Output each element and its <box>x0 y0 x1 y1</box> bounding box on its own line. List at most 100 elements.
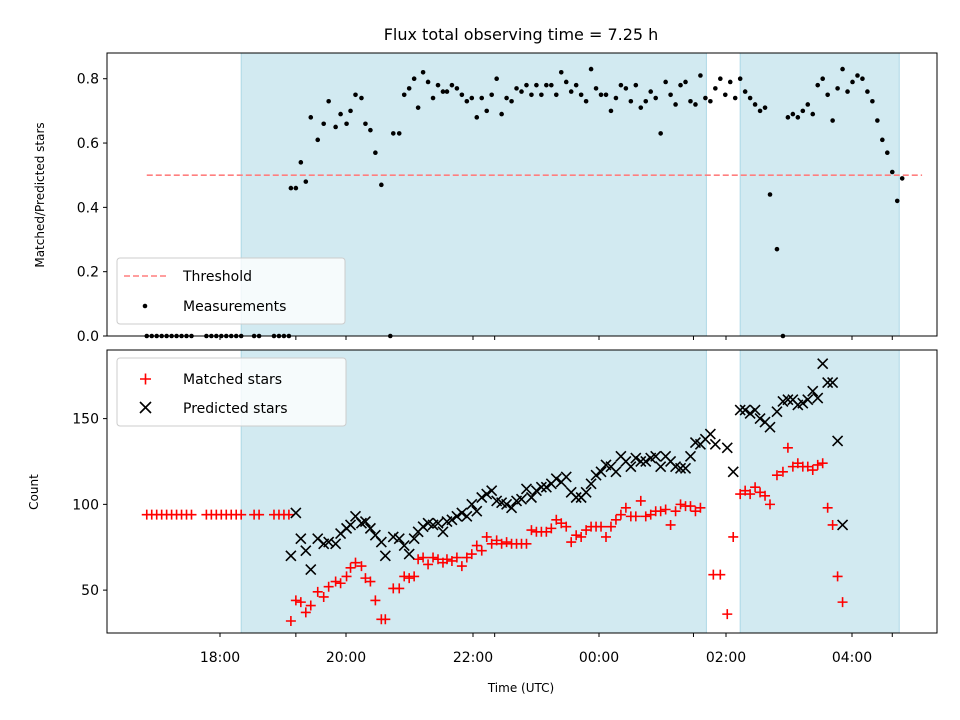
measurements-point <box>315 137 321 143</box>
matched-stars-point <box>722 609 733 620</box>
measurements-point <box>333 124 338 130</box>
predicted-stars-point <box>486 485 498 497</box>
predicted-stars-point <box>505 502 518 514</box>
top-ytick-label: 0.0 <box>77 329 99 345</box>
bottom-shaded-interval <box>739 349 900 634</box>
measurements-point <box>894 198 900 204</box>
predicted-stars-point <box>515 493 528 505</box>
matched-stars-point <box>370 595 381 606</box>
top-ytick-label: 0.8 <box>77 72 99 88</box>
xtick-label: 02:00 <box>706 650 746 666</box>
matched-stars-point <box>404 573 415 584</box>
predicted-stars-point <box>461 510 473 522</box>
predicted-stars-point <box>595 466 607 478</box>
measurements-point <box>544 82 549 88</box>
measurements-point <box>683 79 688 85</box>
matched-stars-point <box>605 521 616 532</box>
matched-stars-point <box>782 442 793 453</box>
matched-stars-point <box>330 576 341 587</box>
measurements-point <box>889 169 895 175</box>
measurements-point <box>444 89 450 94</box>
matched-stars-point <box>236 509 247 520</box>
measurements-point <box>484 108 490 114</box>
measurements-point <box>757 108 763 114</box>
predicted-stars-point <box>570 491 582 504</box>
measurements-point <box>845 89 850 94</box>
predicted-stars-point <box>456 507 468 519</box>
predicted-stars-point <box>679 462 692 474</box>
matched-stars-point <box>409 571 420 582</box>
xtick-label: 20:00 <box>326 650 366 666</box>
measurements-point <box>401 92 407 98</box>
predicted-stars-point <box>704 428 716 440</box>
matched-stars-point <box>413 554 424 565</box>
measurements-point <box>850 79 855 85</box>
measurements-point <box>558 69 564 75</box>
matched-stars-point <box>576 531 587 542</box>
measurements-point <box>795 115 801 120</box>
bottom-legend: Matched stars Predicted stars <box>116 357 347 427</box>
matched-legend-label: Matched stars <box>183 372 282 388</box>
predicted-stars-point <box>525 491 538 504</box>
bottom-ytick-label: 150 <box>72 412 99 428</box>
measurements-point <box>425 79 431 85</box>
predicted-stars-point <box>540 481 552 493</box>
measurements-point <box>539 92 544 98</box>
matched-stars-point <box>817 458 828 469</box>
matched-stars-point <box>600 531 611 542</box>
measurements-point <box>820 76 825 82</box>
matched-stars-point <box>341 571 352 582</box>
measurements-point <box>880 137 885 143</box>
predicted-stars-point <box>655 461 667 473</box>
predicted-stars-point <box>359 515 372 528</box>
measurements-point <box>298 160 304 165</box>
matched-stars-point <box>670 506 681 517</box>
measurements-point <box>379 182 384 188</box>
matched-stars-point <box>300 607 311 618</box>
predicted-stars-point <box>635 455 647 468</box>
matched-stars-point <box>660 504 671 515</box>
top-ytick-label: 0.4 <box>77 200 99 216</box>
matched-stars-point <box>728 531 739 542</box>
matched-stars-point <box>501 537 512 548</box>
matched-stars-point <box>254 509 265 520</box>
matched-stars-point <box>365 576 376 587</box>
matched-stars-point <box>620 502 631 513</box>
measurements-point <box>494 76 499 82</box>
measurements-point <box>643 98 649 104</box>
top-ytick-label: 0.6 <box>77 136 99 152</box>
measurements-point <box>573 82 579 88</box>
predicted-stars-point <box>501 498 513 510</box>
predicted-stars-point <box>650 450 662 462</box>
measurements-point <box>411 76 417 82</box>
matched-stars-point <box>807 465 818 476</box>
matched-stars-point <box>771 470 782 481</box>
matched-stars-point <box>323 581 334 592</box>
predicted-stars-point <box>827 377 839 389</box>
predicted-stars-point <box>408 533 420 545</box>
measurements-point <box>338 111 343 117</box>
predicted-stars-point <box>734 404 746 416</box>
predicted-stars-point <box>417 521 429 533</box>
predicted-stars-point <box>476 491 488 504</box>
predicted-stars-point <box>771 406 783 418</box>
top-legend: Threshold Measurements <box>116 257 346 325</box>
matched-stars-point <box>305 600 316 611</box>
measurements-point <box>321 121 326 127</box>
measurements-point <box>678 82 683 88</box>
matched-stars-point <box>295 597 306 608</box>
measurements-point <box>435 82 441 88</box>
measurements-point <box>588 66 594 72</box>
matched-stars-point <box>561 521 572 532</box>
matched-stars-point <box>399 571 410 582</box>
matched-stars-point <box>566 537 577 548</box>
measurements-point <box>623 86 629 91</box>
measurements-point <box>899 176 905 181</box>
measurements-point <box>653 95 658 101</box>
measurements-point <box>583 98 589 104</box>
predicted-stars-point <box>625 461 637 473</box>
measurements-point <box>638 105 644 110</box>
predicted-stars-point <box>585 478 597 490</box>
measurements-point <box>454 86 460 91</box>
